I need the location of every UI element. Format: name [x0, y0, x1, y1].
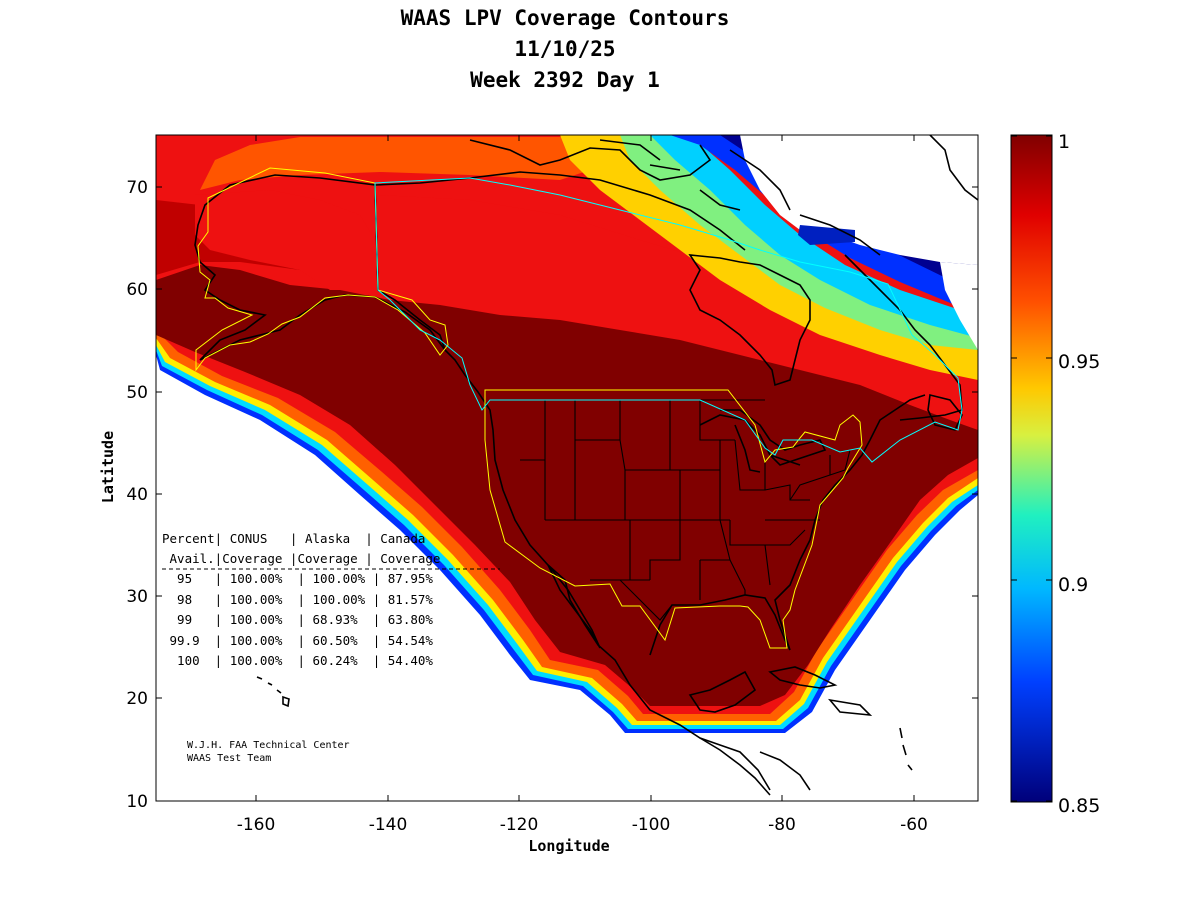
- hawaii-islands: [256, 676, 290, 708]
- y-tick-label: 40: [126, 485, 148, 505]
- gulf-coast: [649, 539, 811, 656]
- x-tick-label: -80: [768, 815, 796, 835]
- credit-line-2: WAAS Test Team: [187, 753, 271, 764]
- coverage-contours: [156, 135, 978, 733]
- x-tick-label: -120: [500, 815, 539, 835]
- y-tick-label: 20: [126, 689, 148, 709]
- table-row: 95 | 100.00% | 100.00% | 87.95%: [162, 571, 433, 586]
- x-tick-label: -140: [369, 815, 408, 835]
- antilles: [899, 727, 913, 771]
- cuba: [768, 666, 838, 689]
- no-data-region-east: [940, 262, 978, 350]
- baja-peninsula: [547, 564, 601, 649]
- map-week: Week 2392 Day 1: [470, 68, 660, 92]
- table-header-row-1: Percent| CONUS | Alaska | Canada: [162, 531, 425, 546]
- x-tick-label: -160: [237, 815, 276, 835]
- alaska-region-border: [195, 167, 449, 372]
- yucatan: [688, 670, 757, 713]
- coverage-table: Percent| CONUS | Alaska | Canada Avail.|…: [162, 531, 500, 668]
- x-tick-label: -60: [900, 815, 928, 835]
- greenland-edge: [929, 135, 978, 201]
- axis-ticks: [156, 135, 978, 801]
- canada-arctic-coast: [374, 171, 746, 251]
- canada-region-border: [374, 177, 963, 463]
- contour-north-orange: [200, 137, 620, 190]
- labrador-coast: [844, 254, 963, 421]
- colorbar-ticks: [1011, 135, 1052, 802]
- y-axis-title: Latitude: [99, 431, 117, 503]
- table-row: 99 | 100.00% | 68.93% | 63.80%: [162, 612, 433, 627]
- table-row: 98 | 100.00% | 100.00% | 81.57%: [162, 592, 433, 607]
- central-america: [699, 737, 811, 796]
- table-header-row-2: Avail.|Coverage |Coverage | Coverage: [162, 551, 440, 566]
- y-tick-label: 30: [126, 587, 148, 607]
- atlantic-coast: [809, 394, 926, 541]
- x-tick-label: -100: [632, 815, 671, 835]
- table-row: 99.9 | 100.00% | 60.50% | 54.54%: [162, 633, 433, 648]
- credit-line-1: W.J.H. FAA Technical Center: [187, 740, 350, 751]
- newfoundland: [927, 394, 963, 431]
- plot-frame: [155, 134, 979, 802]
- y-tick-label: 50: [126, 383, 148, 403]
- map-title: WAAS LPV Coverage Contours: [400, 6, 730, 30]
- table-row: 100 | 100.00% | 60.24% | 54.40%: [162, 653, 433, 668]
- y-tick-label: 10: [126, 792, 148, 812]
- colorbar-label: 0.85: [1058, 795, 1100, 817]
- y-tick-label: 70: [126, 178, 148, 198]
- great-lakes: [699, 409, 827, 473]
- map-date: 11/10/25: [514, 37, 616, 61]
- x-axis-title: Longitude: [528, 837, 609, 855]
- colorbar-label: 0.95: [1058, 351, 1100, 373]
- contour-alaska-red: [195, 190, 380, 290]
- colorbar-label: 0.9: [1058, 574, 1088, 596]
- conus-region-border: [484, 389, 863, 649]
- hispaniola: [828, 698, 873, 717]
- y-tick-label: 60: [126, 280, 148, 300]
- colorbar-label: 1: [1058, 131, 1070, 153]
- no-data-region: [740, 135, 978, 265]
- hudson-bay-outline: [688, 254, 811, 387]
- arctic-islands: [469, 139, 881, 256]
- contour-ne-cyan: [650, 135, 978, 338]
- colorbar: [1010, 134, 1053, 803]
